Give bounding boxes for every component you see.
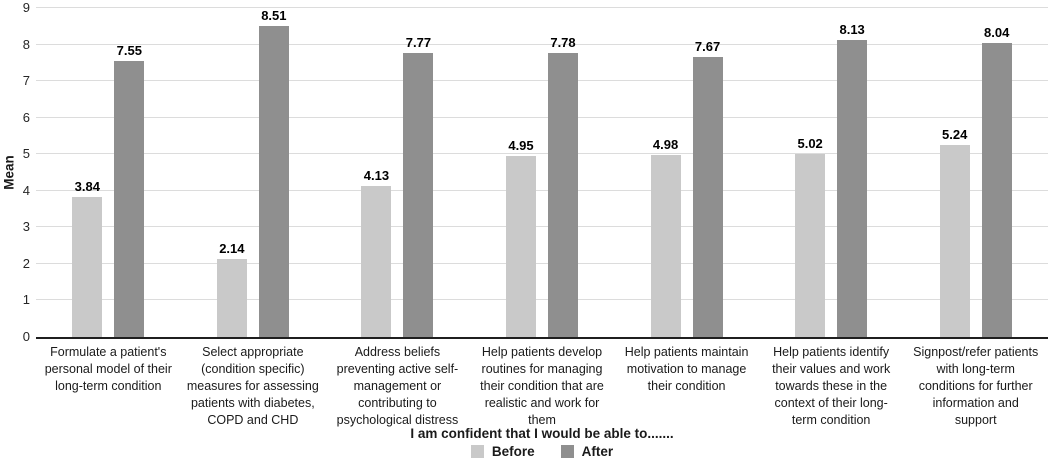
bar-value-before-0: 3.84: [74, 178, 100, 194]
category-label-2: Address beliefs preventing active self- …: [336, 345, 459, 427]
y-tick-label-3: 3: [22, 219, 30, 235]
legend: Before After: [36, 444, 1048, 459]
legend-item-before: Before: [470, 444, 535, 459]
y-tick-label-4: 4: [22, 182, 30, 198]
category-label-1: Select appropriate (condition specific) …: [186, 345, 319, 427]
category-label-6: Signpost/refer patients with long-term c…: [913, 345, 1039, 427]
bar-before-6: [939, 145, 970, 337]
bar-before-5: [795, 153, 826, 337]
y-tick-label-1: 1: [22, 292, 30, 308]
bar-value-after-0: 7.55: [116, 43, 142, 59]
bar-value-after-4: 7.67: [694, 38, 721, 54]
y-tick-label-6: 6: [22, 109, 30, 125]
bar-before-0: [72, 196, 103, 337]
legend-label-before: Before: [491, 444, 535, 459]
bar-value-before-2: 4.13: [363, 168, 390, 184]
y-tick-label-0: 0: [22, 329, 30, 344]
bar-before-3: [506, 156, 536, 337]
y-tick-label-5: 5: [22, 146, 30, 162]
legend-item-after: After: [560, 444, 614, 459]
y-tick-label-8: 8: [22, 36, 30, 52]
gridline-y4: [36, 189, 1048, 191]
bar-value-after-2: 7.77: [405, 34, 432, 50]
plot-area: 3.84 2.14 4.13 4.95 4.98 5.02 5.24 7.55 8.51 7.77…: [36, 7, 1048, 339]
bar-value-after-1: 8.51: [261, 7, 287, 23]
gridline-y2: [36, 262, 1048, 264]
bar-value-before-1: 2.14: [219, 240, 245, 256]
gridline-y6: [36, 116, 1048, 118]
legend-swatch-after: [560, 445, 574, 458]
y-tick-label-9: 9: [22, 0, 30, 15]
legend-label-after: After: [581, 444, 614, 459]
bar-after-4: [692, 56, 723, 337]
bar-value-before-6: 5.24: [942, 127, 968, 143]
legend-swatch-before: [470, 445, 484, 458]
bar-value-after-3: 7.78: [550, 34, 576, 50]
category-label-4: Help patients maintain motivation to man…: [624, 345, 749, 393]
gridline-y8: [36, 43, 1048, 45]
bar-before-2: [361, 186, 392, 337]
bar-before-1: [216, 258, 247, 337]
bar-after-2: [403, 52, 434, 337]
bar-value-after-6: 8.04: [984, 25, 1010, 41]
gridline-y3: [36, 226, 1048, 228]
category-label-3: Help patients develop routines for manag…: [480, 345, 604, 427]
bar-after-1: [258, 25, 289, 337]
y-tick-label-7: 7: [22, 73, 30, 89]
bar-before-4: [650, 154, 681, 337]
bar-after-5: [837, 39, 868, 337]
bar-after-0: [114, 61, 145, 337]
bar-value-before-4: 4.98: [652, 136, 679, 152]
bar-after-3: [548, 52, 578, 337]
category-label-0: Formulate a patient's personal model of …: [44, 345, 172, 393]
bar-value-after-5: 8.13: [839, 21, 865, 37]
x-axis-title: I am confident that I would be able to..…: [410, 426, 674, 441]
category-label-5: Help patients identify their values and …: [772, 345, 891, 427]
bar-value-before-3: 4.95: [508, 138, 534, 154]
y-tick-label-2: 2: [22, 255, 30, 271]
gridline-y1: [36, 299, 1048, 301]
bar-after-6: [981, 43, 1012, 337]
gridline-y7: [36, 80, 1048, 82]
gridline-y5: [36, 153, 1048, 155]
gridline-y9: [36, 7, 1048, 8]
bar-value-before-5: 5.02: [797, 135, 823, 151]
